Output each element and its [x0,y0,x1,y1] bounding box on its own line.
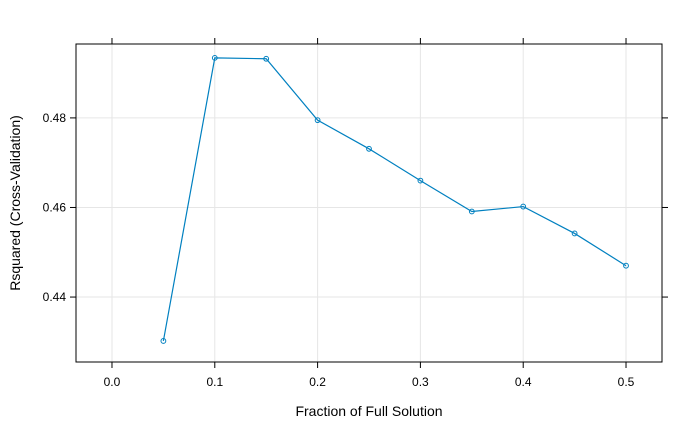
data-point [468,208,475,215]
data-point [314,117,321,124]
y-tick-label: 0.44 [43,290,67,304]
axis-ticks: 0.0 0.1 0.2 0.3 0.4 0.5 0.44 0.46 0.48 [43,38,668,389]
y-tick-label: 0.46 [43,200,67,214]
data-point [571,230,578,237]
data-point [263,55,270,62]
data-point [520,203,527,210]
plot-frame [75,43,663,363]
data-point [366,145,372,152]
series-line [162,57,627,342]
x-tick-label: 0.3 [412,375,429,389]
data-point [623,262,629,269]
x-axis-title: Fraction of Full Solution [295,403,442,419]
y-tick-label: 0.48 [43,111,67,125]
series-layer [160,54,629,344]
x-tick-label: 0.1 [206,375,223,389]
x-tick-label: 0.5 [618,375,635,389]
data-point [160,338,167,344]
x-tick-label: 0.0 [104,375,121,389]
y-axis-title: Rsquared (Cross-Validation) [7,115,23,291]
data-point [211,54,218,61]
x-tick-label: 0.4 [515,375,532,389]
x-tick-label: 0.2 [309,375,326,389]
grid-lines [76,44,662,362]
data-point [417,177,424,184]
